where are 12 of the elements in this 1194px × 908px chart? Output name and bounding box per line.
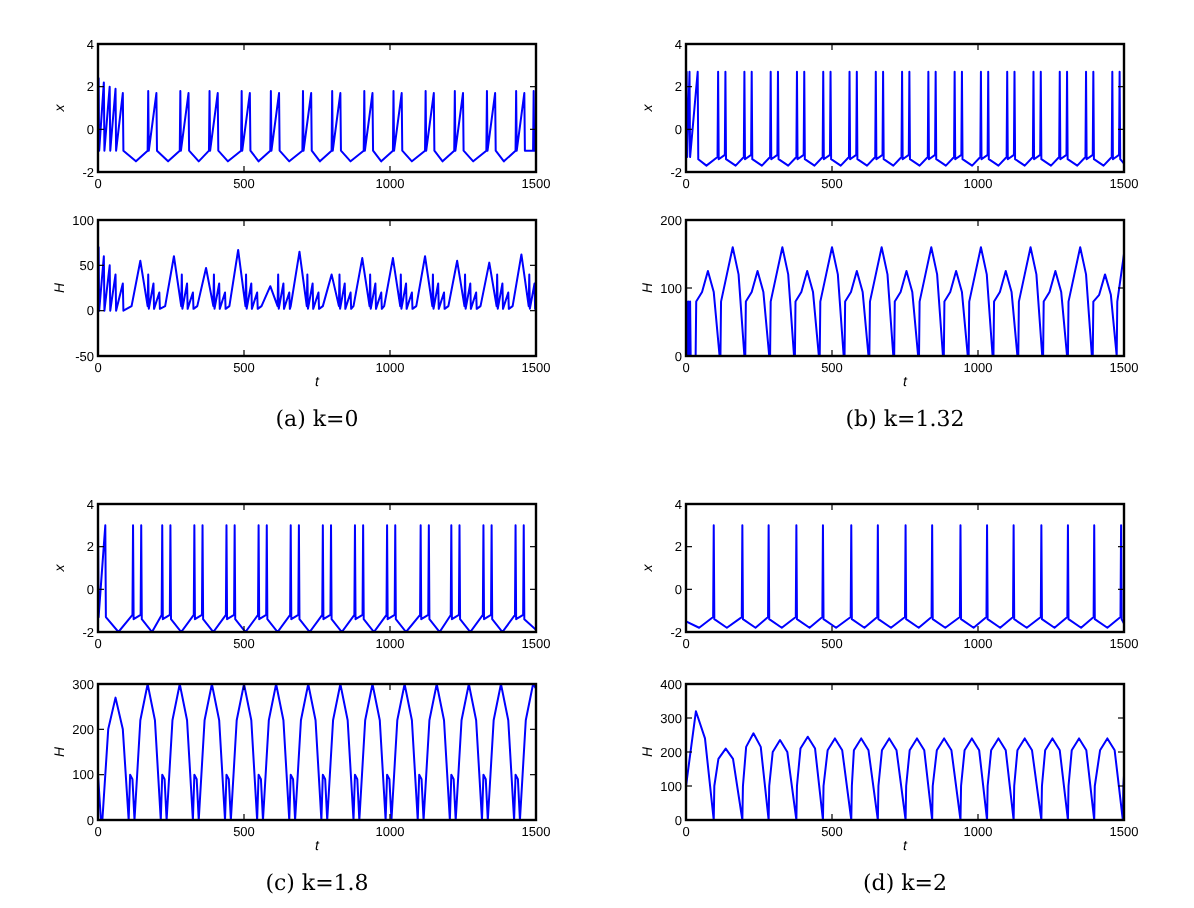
text: (a) k=0 (275, 406, 359, 432)
text: (d) k=2 (862, 870, 948, 896)
line-series (98, 524, 536, 632)
line-series (686, 524, 1124, 629)
line-series (686, 70, 1124, 167)
line-series (98, 246, 536, 312)
line-series (686, 710, 1124, 820)
line-series (98, 684, 536, 820)
text: (b) k=1.32 (845, 406, 965, 432)
line-series (98, 77, 536, 163)
text: (c) k=1.8 (265, 870, 369, 896)
line-series (686, 246, 1124, 356)
